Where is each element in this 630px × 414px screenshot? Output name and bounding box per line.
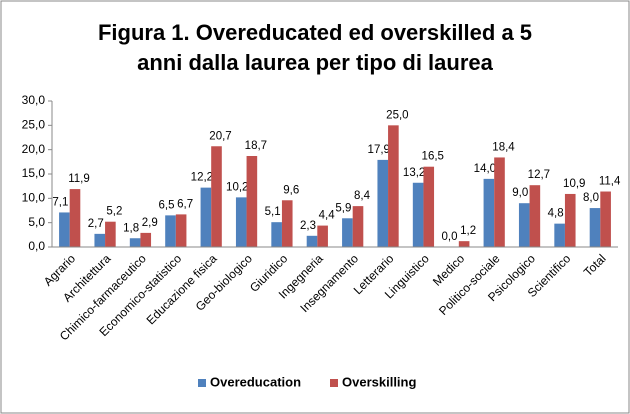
value-label: 1,8 (123, 222, 139, 234)
value-label: 1,2 (460, 225, 476, 237)
bar (69, 189, 81, 247)
value-label: 9,0 (512, 187, 528, 199)
bar (589, 208, 601, 247)
y-tick-label: 30,0 (22, 93, 46, 107)
value-label: 10,2 (226, 181, 248, 193)
bar (271, 222, 282, 247)
value-label: 2,7 (88, 218, 104, 230)
value-label: 8,0 (583, 192, 599, 204)
value-label: 7,1 (52, 196, 68, 208)
value-label: 25,0 (386, 109, 408, 121)
chart-title: Figura 1. Overeducated ed overskilled a … (98, 20, 532, 45)
y-tick-label: 15,0 (22, 166, 46, 180)
value-label: 13,2 (403, 167, 425, 179)
bar (165, 215, 176, 247)
value-label: 2,3 (300, 220, 316, 232)
value-label: 9,6 (283, 184, 299, 196)
bar (306, 235, 318, 247)
chart-title: anni dalla laurea per tipo di laurea (137, 50, 494, 75)
value-label: 5,2 (106, 206, 122, 218)
bar (235, 197, 247, 247)
bar (388, 125, 399, 247)
bar (246, 155, 258, 247)
value-label: 6,7 (177, 198, 193, 210)
value-label: 5,9 (335, 202, 351, 214)
value-label: 17,9 (368, 144, 390, 156)
bar (281, 200, 293, 247)
value-label: 6,5 (159, 199, 175, 211)
y-tick-label: 25,0 (22, 118, 46, 132)
value-label: 8,4 (354, 190, 371, 202)
value-label: 16,5 (422, 151, 444, 163)
legend-swatch (330, 379, 338, 387)
value-label: 12,7 (528, 169, 550, 181)
bar (352, 206, 364, 247)
bar (129, 238, 141, 247)
bar (211, 146, 222, 247)
legend-label: Overeducation (210, 374, 301, 389)
value-label: 18,4 (492, 141, 515, 153)
bar (377, 159, 389, 247)
legend-swatch (198, 379, 206, 387)
bar (94, 233, 106, 247)
value-label: 20,7 (209, 130, 231, 142)
value-label: 2,9 (142, 217, 158, 229)
y-tick-label: 5,0 (28, 215, 45, 229)
value-label: 4,8 (548, 208, 564, 220)
bar (140, 232, 152, 247)
bar (412, 182, 424, 247)
value-label: 5,1 (265, 206, 281, 218)
value-label: 18,7 (245, 140, 267, 152)
value-label: 10,9 (563, 178, 585, 190)
bar (423, 166, 435, 247)
value-label: 11,4 (599, 176, 621, 188)
bar (494, 157, 505, 247)
y-tick-label: 20,0 (22, 142, 46, 156)
bar (564, 193, 576, 247)
value-label: 14,0 (474, 163, 496, 175)
bar (529, 185, 541, 247)
bar (483, 178, 495, 247)
bar (175, 214, 187, 247)
value-label: 4,4 (319, 210, 336, 222)
value-label: 0,0 (442, 231, 458, 243)
bar (554, 223, 565, 247)
bar (600, 191, 611, 247)
bar (59, 212, 70, 247)
bar (317, 225, 328, 247)
bar (105, 221, 116, 247)
bar (200, 187, 212, 247)
legend-label: Overskilling (342, 374, 416, 389)
bar (458, 241, 470, 247)
value-label: 12,2 (191, 172, 213, 184)
y-tick-label: 10,0 (22, 191, 46, 205)
value-label: 11,9 (68, 173, 90, 185)
bar (342, 218, 353, 247)
y-tick-label: 0,0 (28, 239, 45, 253)
bar (518, 203, 530, 247)
